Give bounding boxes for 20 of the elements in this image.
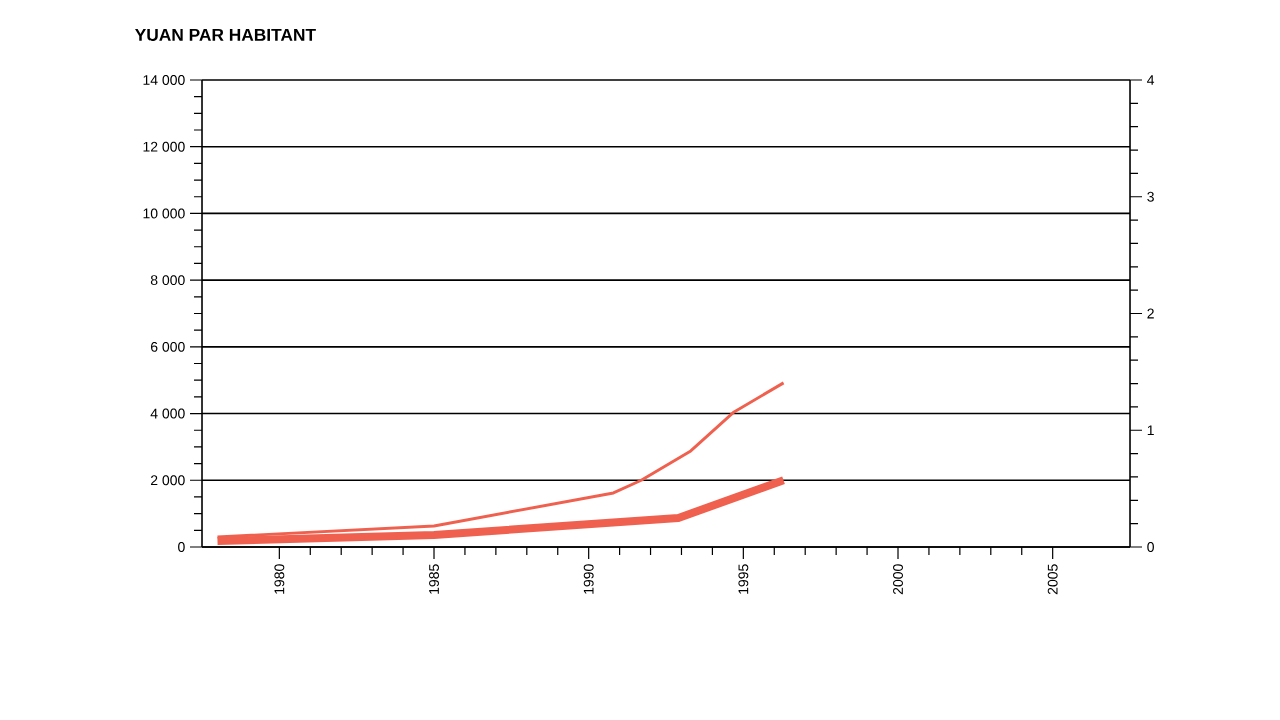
x-tick-label: 2000 <box>893 564 903 595</box>
y-tick-label: 4 000 <box>150 408 185 419</box>
y-tick-label: 14 000 <box>143 75 185 85</box>
y-tick-label: 0 <box>178 542 185 552</box>
x-tick-label: 1980 <box>274 564 285 594</box>
y2-tick-label: 4 <box>1147 75 1155 85</box>
x-tick-label: 1990 <box>583 564 594 594</box>
y-tick-label: 2 000 <box>150 475 185 486</box>
y2-tick-label: 2 <box>1147 308 1154 319</box>
y-tick-label: 8 000 <box>150 275 185 286</box>
x-tick-label: 1995 <box>738 564 749 594</box>
y2-tick-label: 3 <box>1147 191 1154 202</box>
y2-tick-label: 1 <box>1147 425 1154 436</box>
y-tick-label: 6 000 <box>150 341 185 352</box>
y2-tick-label: 0 <box>1147 542 1154 552</box>
x-tick-label: 1985 <box>429 564 439 594</box>
y-tick-label: 10 000 <box>143 208 185 219</box>
x-tick-label: 2005 <box>1047 564 1058 595</box>
chart-title: YUAN PAR HABITANT <box>135 28 316 42</box>
y-tick-label: 12 000 <box>143 141 185 152</box>
